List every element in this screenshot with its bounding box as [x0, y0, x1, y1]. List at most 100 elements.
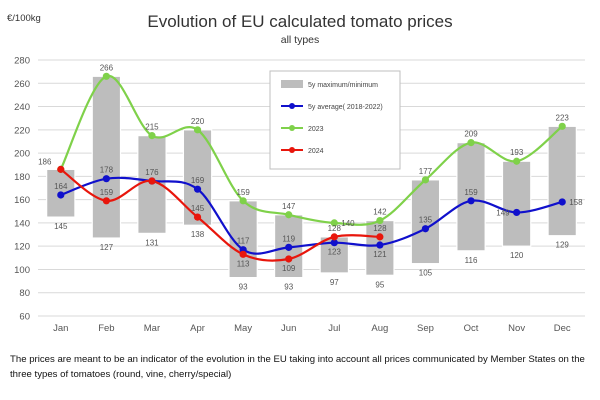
y-tick-label: 140	[14, 218, 30, 229]
point-label: 149	[496, 208, 510, 217]
series-point-5y average( 2018-2022)	[467, 197, 475, 205]
point-label: 117	[237, 237, 250, 246]
x-tick-label: Mar	[144, 323, 160, 334]
tomato-price-chart: Evolution of EU calculated tomato prices…	[7, 12, 585, 334]
point-label: 142	[373, 208, 387, 217]
series-point-2023	[239, 197, 247, 205]
series-point-5y average( 2018-2022)	[57, 191, 65, 199]
x-tick-label: Oct	[464, 323, 479, 334]
x-tick-labels: Jan Feb Mar Apr May Jun Jul Aug Sep Oct Nov Dec	[53, 323, 571, 334]
series-point-5y average( 2018-2022)	[285, 243, 293, 251]
point-label: 93	[284, 283, 293, 292]
range-bar-Dec	[547, 125, 577, 237]
point-label: 159	[464, 188, 478, 197]
point-label: 147	[282, 202, 296, 211]
series-point-5y average( 2018-2022)	[558, 198, 566, 206]
series-markers	[57, 72, 566, 263]
legend-swatch-marker	[289, 103, 295, 109]
y-tick-label: 100	[14, 265, 30, 276]
series-line-2024	[60, 168, 380, 262]
x-tick-label: Aug	[371, 323, 388, 334]
series-point-2023	[285, 211, 293, 219]
x-tick-label: Sep	[417, 323, 434, 334]
point-label: 116	[465, 256, 478, 265]
series-point-5y average( 2018-2022)	[376, 241, 384, 249]
y-tick-label: 200	[14, 149, 30, 160]
series-point-2024	[330, 233, 338, 241]
range-bar-Feb	[91, 75, 122, 239]
series-point-2023	[102, 72, 110, 80]
point-label: 215	[145, 123, 159, 132]
x-tick-label: Jul	[328, 323, 340, 334]
y-tick-label: 220	[14, 125, 30, 136]
point-label: 164	[54, 182, 68, 191]
point-label: 176	[145, 168, 159, 177]
point-label: 159	[236, 188, 250, 197]
point-label: 138	[191, 230, 205, 239]
series-point-2024	[376, 233, 384, 241]
point-label: 95	[375, 280, 384, 289]
point-label: 186	[38, 157, 52, 166]
series-point-5y average( 2018-2022)	[193, 185, 202, 193]
chart-title: Evolution of EU calculated tomato prices	[147, 12, 452, 31]
range-bars	[46, 75, 577, 279]
legend-label: 2024	[308, 148, 324, 155]
point-label: 123	[328, 248, 342, 257]
point-label: 223	[556, 113, 570, 122]
series-point-2024	[148, 177, 156, 185]
x-tick-label: Nov	[508, 323, 525, 334]
series-point-2024	[239, 250, 247, 258]
legend: 5y maximum/minimum 5y average( 2018-2022)…	[269, 70, 401, 170]
point-label: 145	[191, 204, 205, 213]
series-point-2024	[193, 213, 202, 221]
x-tick-label: Dec	[554, 323, 571, 334]
series-point-2023	[148, 132, 156, 140]
point-label: 121	[373, 250, 387, 259]
point-label: 158	[569, 198, 583, 207]
point-label: 93	[239, 283, 248, 292]
footnote: The prices are meant to be an indicator …	[10, 354, 585, 380]
point-label: 97	[330, 278, 339, 287]
range-bar-Oct	[456, 142, 486, 252]
legend-swatch-marker	[289, 125, 295, 131]
y-tick-label: 260	[14, 79, 30, 90]
y-tick-label: 160	[14, 195, 30, 206]
point-label: 145	[54, 222, 68, 231]
point-label: 128	[328, 224, 342, 233]
y-tick-label: 80	[19, 288, 30, 299]
series-point-2023	[193, 126, 202, 134]
point-label: 109	[282, 264, 296, 273]
point-label: 135	[419, 216, 433, 225]
y-tick-label: 60	[19, 312, 30, 323]
point-label: 266	[100, 63, 114, 72]
legend-swatch-marker	[289, 147, 295, 153]
series-point-5y average( 2018-2022)	[421, 225, 430, 233]
series-point-5y average( 2018-2022)	[513, 208, 521, 217]
x-tick-label: Apr	[190, 323, 205, 334]
series-point-2023	[467, 139, 475, 147]
point-label: 119	[282, 234, 295, 243]
chart-subtitle: all types	[281, 34, 320, 46]
point-label: 177	[419, 167, 433, 176]
point-label: 209	[464, 130, 478, 139]
point-label: 131	[145, 238, 159, 247]
y-axis-label: €/100kg	[7, 13, 41, 24]
series-point-5y average( 2018-2022)	[330, 239, 338, 247]
point-label: 178	[100, 166, 114, 175]
point-label: 120	[510, 251, 524, 260]
range-bar-Nov	[501, 160, 532, 247]
series-point-2023	[330, 219, 338, 227]
series-point-5y average( 2018-2022)	[102, 175, 110, 183]
y-tick-label: 120	[14, 242, 30, 253]
point-label: 193	[510, 148, 524, 157]
x-tick-label: Jun	[281, 323, 296, 334]
legend-label: 5y maximum/minimum	[308, 82, 378, 89]
series-point-2024	[57, 165, 65, 173]
series-point-2023	[558, 122, 566, 130]
series-point-2023	[513, 157, 521, 165]
y-tick-label: 180	[14, 172, 30, 183]
series-line-5y average( 2018-2022)	[60, 176, 563, 255]
legend-label: 2023	[308, 126, 324, 133]
x-tick-label: May	[234, 323, 252, 334]
legend-label: 5y average( 2018-2022)	[308, 104, 383, 111]
